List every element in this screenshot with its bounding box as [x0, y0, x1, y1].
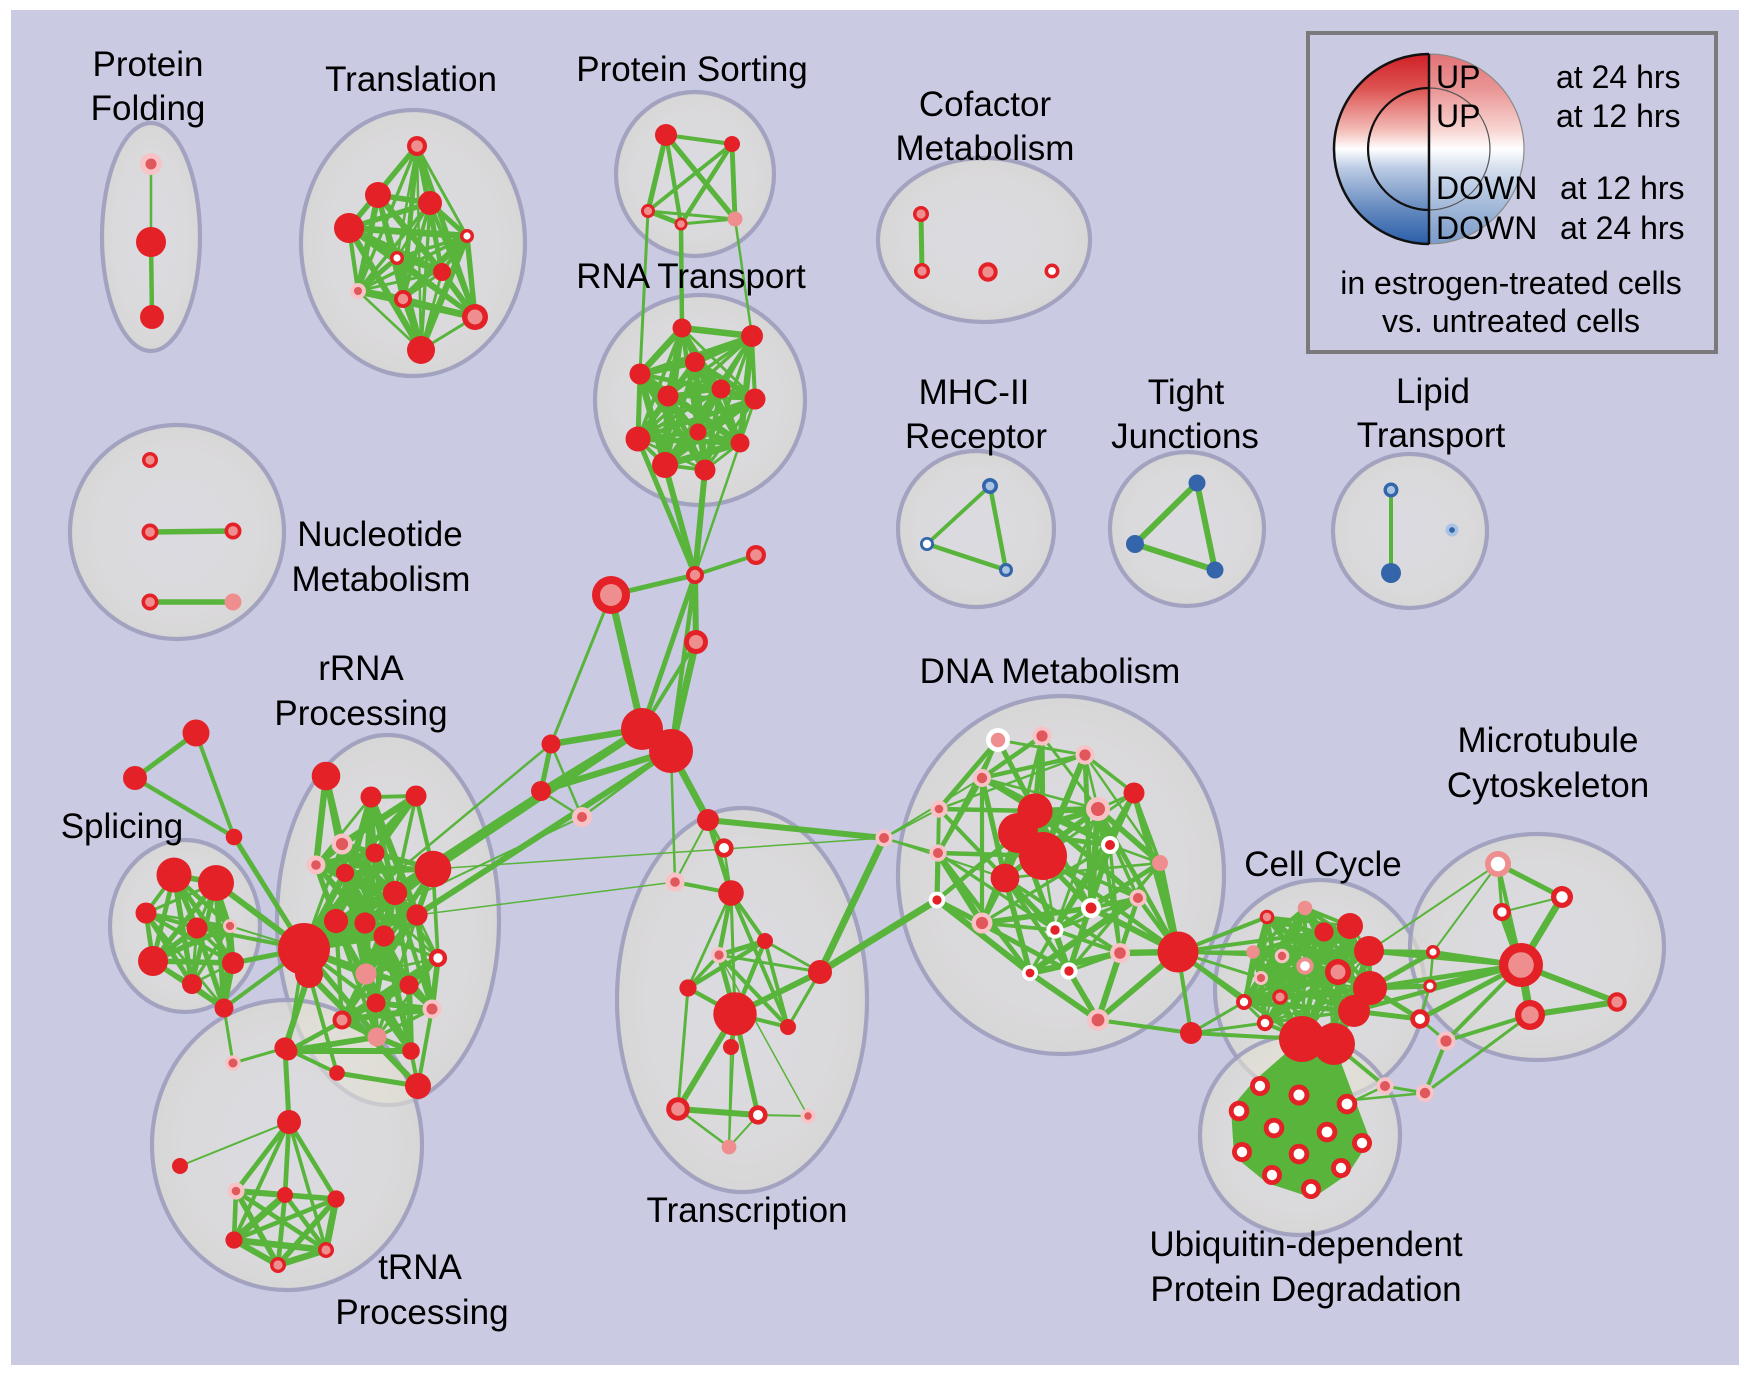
svg-text:Cytoskeleton: Cytoskeleton	[1447, 766, 1649, 805]
svg-text:Microtubule: Microtubule	[1458, 721, 1639, 760]
svg-text:UP: UP	[1436, 59, 1480, 95]
svg-text:Nucleotide: Nucleotide	[297, 515, 462, 554]
svg-text:tRNA: tRNA	[378, 1248, 462, 1287]
svg-text:Metabolism: Metabolism	[896, 129, 1075, 168]
svg-text:in estrogen-treated cells: in estrogen-treated cells	[1340, 265, 1682, 301]
svg-text:Processing: Processing	[274, 694, 447, 733]
svg-text:at 24 hrs: at 24 hrs	[1560, 210, 1685, 246]
svg-text:at 12 hrs: at 12 hrs	[1556, 98, 1681, 134]
svg-text:Transport: Transport	[1357, 416, 1506, 455]
svg-text:DOWN: DOWN	[1436, 170, 1537, 206]
svg-text:at 12 hrs: at 12 hrs	[1560, 170, 1685, 206]
svg-text:Junctions: Junctions	[1111, 417, 1259, 456]
svg-text:Ubiquitin-dependent: Ubiquitin-dependent	[1149, 1225, 1463, 1264]
svg-text:DNA Metabolism: DNA Metabolism	[920, 652, 1181, 691]
svg-text:Protein Degradation: Protein Degradation	[1150, 1270, 1461, 1309]
svg-text:at 24 hrs: at 24 hrs	[1556, 59, 1681, 95]
svg-text:Folding: Folding	[91, 89, 206, 128]
svg-text:Protein: Protein	[93, 45, 204, 84]
svg-text:Receptor: Receptor	[905, 417, 1047, 456]
svg-text:rRNA: rRNA	[318, 649, 404, 688]
svg-text:Lipid: Lipid	[1396, 372, 1470, 411]
svg-text:Transcription: Transcription	[647, 1191, 848, 1230]
svg-text:Translation: Translation	[325, 60, 497, 99]
svg-text:Tight: Tight	[1148, 373, 1225, 412]
svg-text:vs. untreated cells: vs. untreated cells	[1382, 303, 1640, 339]
svg-text:UP: UP	[1436, 98, 1480, 134]
svg-text:Splicing: Splicing	[61, 807, 184, 846]
svg-text:DOWN: DOWN	[1436, 210, 1537, 246]
svg-text:RNA Transport: RNA Transport	[576, 257, 806, 296]
svg-text:Metabolism: Metabolism	[292, 560, 471, 599]
svg-text:Processing: Processing	[335, 1293, 508, 1332]
svg-text:Cofactor: Cofactor	[919, 85, 1052, 124]
svg-text:Protein Sorting: Protein Sorting	[576, 50, 808, 89]
svg-text:Cell Cycle: Cell Cycle	[1244, 845, 1402, 884]
svg-text:MHC-II: MHC-II	[919, 373, 1030, 412]
